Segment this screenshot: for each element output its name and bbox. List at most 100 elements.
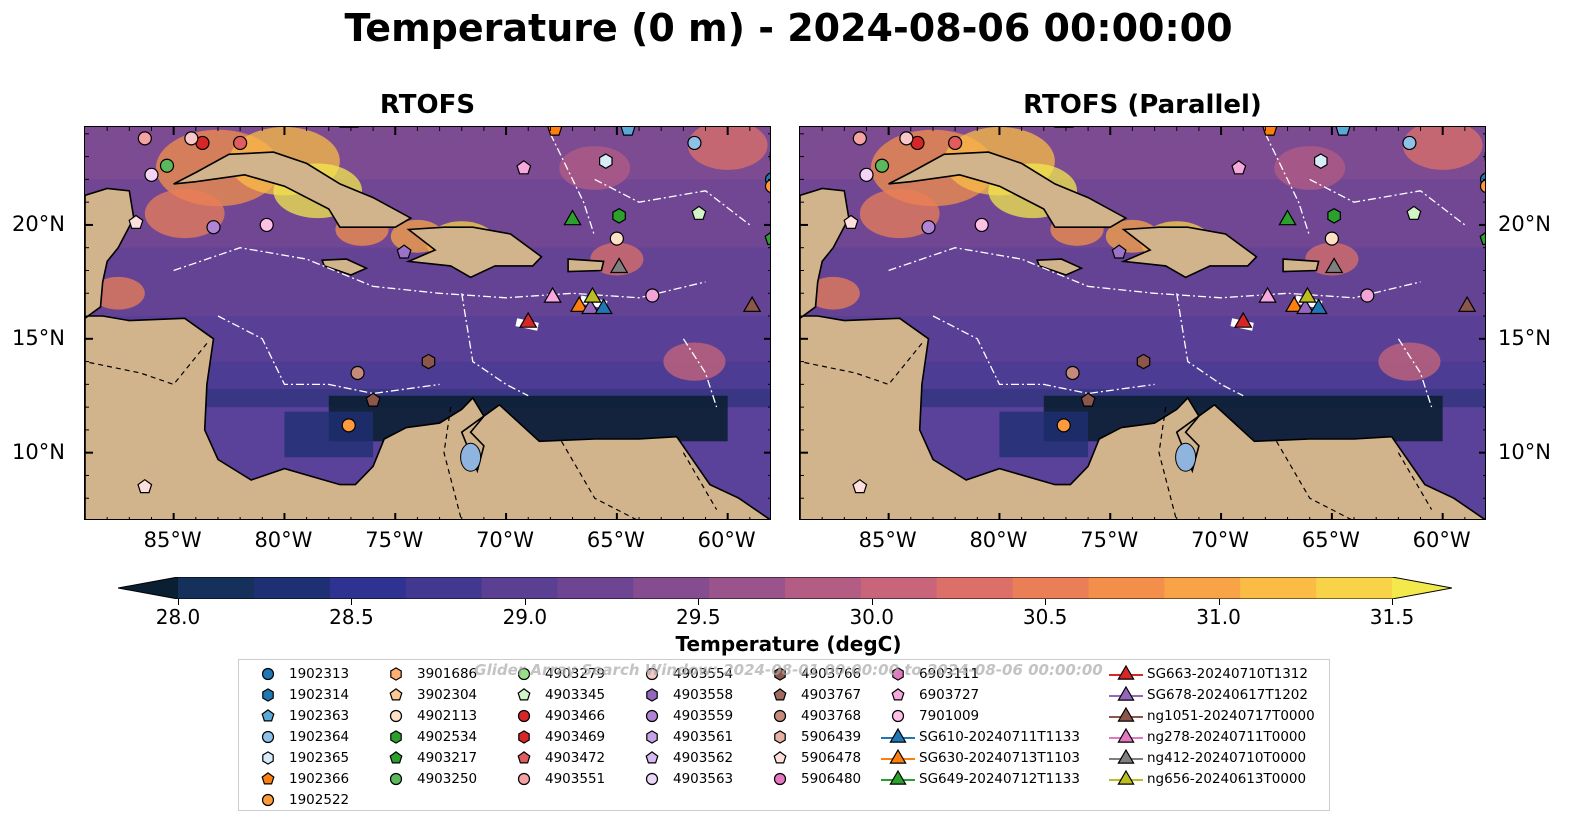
glider-marker (1278, 209, 1297, 226)
colorbar-tick-label: 30.0 (849, 605, 894, 629)
glider-marker (518, 311, 538, 328)
glider-marker (742, 295, 762, 312)
lat-tick-label: 20°N (1498, 212, 1551, 236)
colorbar-segment (178, 577, 255, 599)
land-mass (567, 258, 605, 273)
argo-float-marker (350, 365, 365, 381)
argo-float-marker (259, 217, 274, 233)
lat-tick-label: 15°N (12, 326, 65, 350)
colorbar-tick-label: 29.0 (502, 605, 548, 629)
lon-tick-label: 85°W (858, 528, 917, 552)
argo-float-marker (859, 167, 874, 182)
legend-label: ng412-20240710T0000 (1147, 750, 1307, 766)
colorbar-segment (1164, 577, 1241, 599)
argo-float-marker (1484, 152, 1485, 161)
legend-label: 1902363 (289, 708, 350, 724)
legend-label: 3901686 (417, 666, 478, 682)
argo-float-marker (1080, 392, 1096, 407)
country-border (560, 440, 637, 519)
legend-label: SG630-20240713T1103 (919, 750, 1080, 766)
land-mass (888, 151, 1128, 228)
argo-float-marker (691, 205, 707, 220)
land-mass (85, 187, 135, 320)
legend-marker (891, 688, 905, 701)
glider-marker (1258, 286, 1277, 303)
legend-label: 4903554 (673, 666, 734, 682)
colorbar-segment (1012, 577, 1089, 599)
colorbar-tick-label: 31.0 (1196, 605, 1241, 629)
argo-float-marker (144, 167, 159, 182)
cold-upwelling-zone (284, 411, 374, 458)
argo-float-marker (764, 179, 770, 194)
argo-float-marker (396, 244, 412, 259)
legend-label: 4903768 (801, 708, 862, 724)
lat-tick-label: 15°N (1498, 326, 1551, 350)
country-border (1275, 440, 1352, 519)
legend-marker (261, 667, 275, 681)
argo-float-marker (1056, 418, 1071, 433)
legend-marker (262, 751, 274, 765)
cold-upwelling-zone (999, 411, 1089, 458)
legend-marker (261, 709, 275, 722)
colorbar-segment (709, 577, 786, 599)
legend-marker (645, 751, 659, 764)
glider-marker (543, 286, 562, 303)
land-mass (1035, 258, 1084, 276)
legend-marker (646, 688, 658, 702)
argo-float-marker (769, 152, 770, 161)
legend-marker (262, 688, 274, 702)
legend-label: 1902314 (289, 687, 350, 703)
eez-boundary (1309, 178, 1466, 226)
warm-water-patch (859, 188, 940, 239)
eez-boundary (594, 178, 751, 226)
eez-boundary (682, 338, 718, 408)
argo-float-marker (899, 131, 914, 146)
warm-water-patch (559, 146, 631, 190)
argo-float-marker (609, 231, 624, 246)
legend-label: 4903217 (417, 750, 478, 766)
colorbar-tick-label: 31.5 (1369, 605, 1415, 629)
colorbar-segment (1088, 577, 1165, 599)
eez-boundary (1264, 133, 1311, 237)
legend-label: 4903562 (673, 750, 734, 766)
argo-float-marker (1231, 160, 1247, 175)
warm-water-patch (687, 127, 768, 170)
legend-label: 4903766 (801, 666, 862, 682)
colorbar-segment (785, 577, 862, 599)
warm-water-patch (590, 242, 644, 276)
colorbar-tick-mark (698, 599, 700, 605)
colorbar-segment (557, 577, 634, 599)
argo-float-marker (233, 135, 248, 151)
glider-marker (1309, 298, 1328, 315)
legend-label: SG649-20240712T1133 (919, 771, 1080, 787)
argo-float-marker (1402, 135, 1417, 151)
legend-marker (892, 667, 904, 681)
legend-label: ng278-20240711T0000 (1147, 729, 1307, 745)
legend-marker (645, 772, 659, 786)
legend-marker (389, 688, 403, 701)
lon-tick-label: 80°W (254, 528, 313, 552)
argo-float-marker (874, 158, 890, 173)
colorbar-tick-mark (1045, 599, 1047, 605)
legend-marker (389, 709, 403, 723)
lat-tick-label: 20°N (12, 212, 65, 236)
colorbar-tick-mark (178, 599, 179, 605)
legend-marker (889, 769, 907, 785)
legend-label: 4903466 (545, 708, 606, 724)
legend-marker (517, 688, 531, 701)
glider-marker (563, 209, 582, 226)
lon-tick-label: 70°W (1191, 528, 1250, 552)
glider-marker (581, 298, 600, 315)
legend-marker (261, 730, 275, 744)
glider-marker (583, 286, 602, 303)
legend-marker (773, 772, 787, 786)
legend-marker (517, 751, 531, 764)
argo-float-marker (206, 220, 221, 235)
colorbar (118, 577, 1452, 599)
legend-label: 5906480 (801, 771, 862, 787)
legend-label: 3902304 (417, 687, 478, 703)
lon-tick-label: 60°W (697, 528, 756, 552)
legend-marker (1117, 706, 1135, 722)
argo-float-marker (948, 135, 963, 151)
legend-marker (518, 730, 530, 744)
